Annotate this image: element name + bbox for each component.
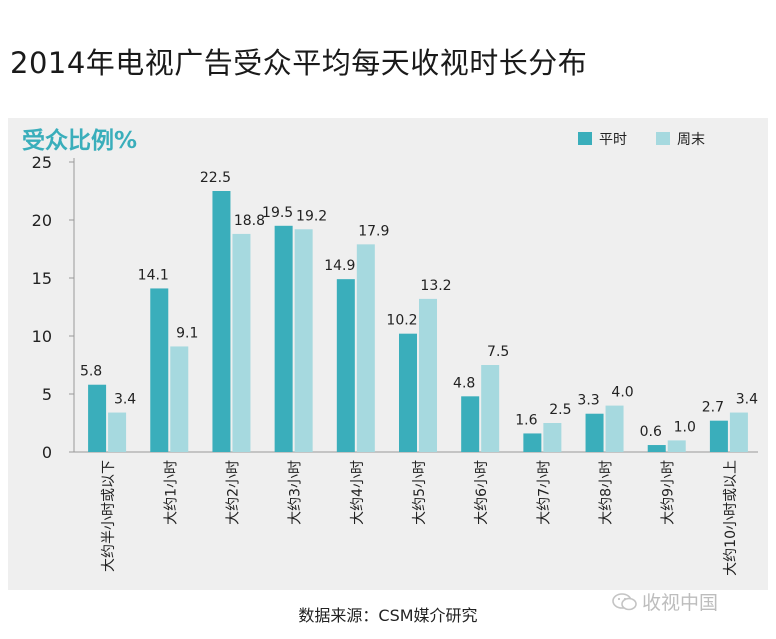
data-label: 18.8 <box>234 213 265 229</box>
bar <box>481 365 500 452</box>
bar <box>150 288 169 452</box>
y-axis-title: 受众比例% <box>22 127 137 154</box>
watermark-text: 收视中国 <box>642 592 719 614</box>
data-label: 3.4 <box>114 392 136 408</box>
legend-swatch <box>578 132 592 145</box>
y-tick-label: 0 <box>42 443 52 462</box>
x-tick-label: 大约4小时 <box>350 460 366 525</box>
bar <box>461 396 480 452</box>
data-source-note: 数据来源：CSM媒介研究 <box>298 606 478 625</box>
bar <box>647 445 666 452</box>
data-label: 2.5 <box>549 402 571 418</box>
x-tick-label: 大约10小时或以上 <box>723 460 739 576</box>
data-label: 0.6 <box>640 424 662 440</box>
bar <box>336 279 355 452</box>
data-label: 22.5 <box>200 170 231 186</box>
data-label: 9.1 <box>176 325 198 341</box>
x-tick-label: 大约9小时 <box>661 460 677 525</box>
wechat-icon <box>612 593 637 611</box>
chart-panel <box>8 118 768 590</box>
legend-label: 平时 <box>599 132 627 148</box>
bar <box>108 412 127 452</box>
x-tick-label: 大约6小时 <box>474 460 490 525</box>
bar <box>729 412 748 452</box>
data-label: 19.5 <box>262 205 293 221</box>
data-label: 13.2 <box>420 278 451 294</box>
legend-swatch <box>656 132 670 145</box>
data-label: 4.8 <box>453 375 475 391</box>
y-tick-label: 15 <box>32 269 52 288</box>
data-label: 1.6 <box>515 412 537 428</box>
bar <box>88 384 107 452</box>
x-tick-label: 大约7小时 <box>536 460 552 525</box>
y-tick-label: 5 <box>42 385 52 404</box>
data-label: 10.2 <box>386 313 417 329</box>
page-title: 2014年电视广告受众平均每天收视时长分布 <box>10 46 588 80</box>
bar <box>523 433 542 452</box>
data-label: 2.7 <box>702 400 724 416</box>
bar <box>585 413 604 452</box>
data-label: 17.9 <box>358 223 389 239</box>
bar <box>419 298 437 452</box>
data-label: 14.9 <box>324 258 355 274</box>
x-tick-label: 大约半小时或以下 <box>101 460 117 572</box>
bar <box>170 346 189 452</box>
data-label: 4.0 <box>611 385 633 401</box>
bar <box>274 225 293 452</box>
legend-label: 周末 <box>677 132 705 148</box>
y-tick-label: 20 <box>32 211 52 230</box>
bar <box>232 233 251 452</box>
x-tick-label: 大约8小时 <box>599 460 615 525</box>
watermark: 收视中国 <box>612 588 718 615</box>
x-tick-label: 大约2小时 <box>225 460 241 525</box>
data-label: 3.4 <box>736 392 758 408</box>
bar <box>709 420 728 452</box>
bar <box>294 229 313 452</box>
bar <box>399 333 417 452</box>
data-label: 5.8 <box>80 364 102 380</box>
bar <box>605 405 624 452</box>
data-label: 3.3 <box>577 393 599 409</box>
bar <box>356 244 375 452</box>
data-label: 7.5 <box>487 344 509 360</box>
data-label: 19.2 <box>296 208 327 224</box>
y-tick-label: 25 <box>32 153 52 172</box>
x-tick-label: 大约5小时 <box>412 460 428 525</box>
y-tick-label: 10 <box>32 327 52 346</box>
x-tick-label: 大约3小时 <box>288 460 304 525</box>
bar <box>212 191 231 452</box>
bar <box>667 440 686 452</box>
data-label: 14.1 <box>138 267 169 283</box>
bar <box>543 423 562 452</box>
x-tick-label: 大约1小时 <box>163 460 179 525</box>
bar-chart: 受众比例% 0 5 10 15 20 25 平时 周末 5.8 3.4 大约半小时或以下 14.1 9.1… <box>22 127 758 576</box>
data-label: 1.0 <box>674 419 696 435</box>
